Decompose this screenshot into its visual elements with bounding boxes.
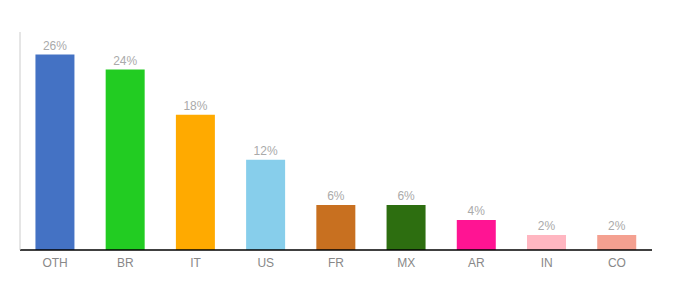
svg-text:6%: 6% — [397, 189, 415, 203]
svg-text:OTH: OTH — [42, 256, 67, 270]
svg-text:6%: 6% — [327, 189, 345, 203]
svg-text:CO: CO — [608, 256, 626, 270]
svg-text:US: US — [257, 256, 274, 270]
svg-text:MX: MX — [397, 256, 415, 270]
svg-text:2%: 2% — [608, 219, 626, 233]
svg-text:18%: 18% — [183, 99, 207, 113]
svg-text:IN: IN — [541, 256, 553, 270]
svg-text:IT: IT — [190, 256, 201, 270]
svg-text:AR: AR — [468, 256, 485, 270]
svg-text:FR: FR — [328, 256, 344, 270]
svg-text:4%: 4% — [468, 204, 486, 218]
svg-text:2%: 2% — [538, 219, 556, 233]
svg-text:BR: BR — [117, 256, 134, 270]
svg-text:26%: 26% — [43, 39, 67, 53]
svg-text:12%: 12% — [254, 144, 278, 158]
svg-text:24%: 24% — [113, 54, 137, 68]
